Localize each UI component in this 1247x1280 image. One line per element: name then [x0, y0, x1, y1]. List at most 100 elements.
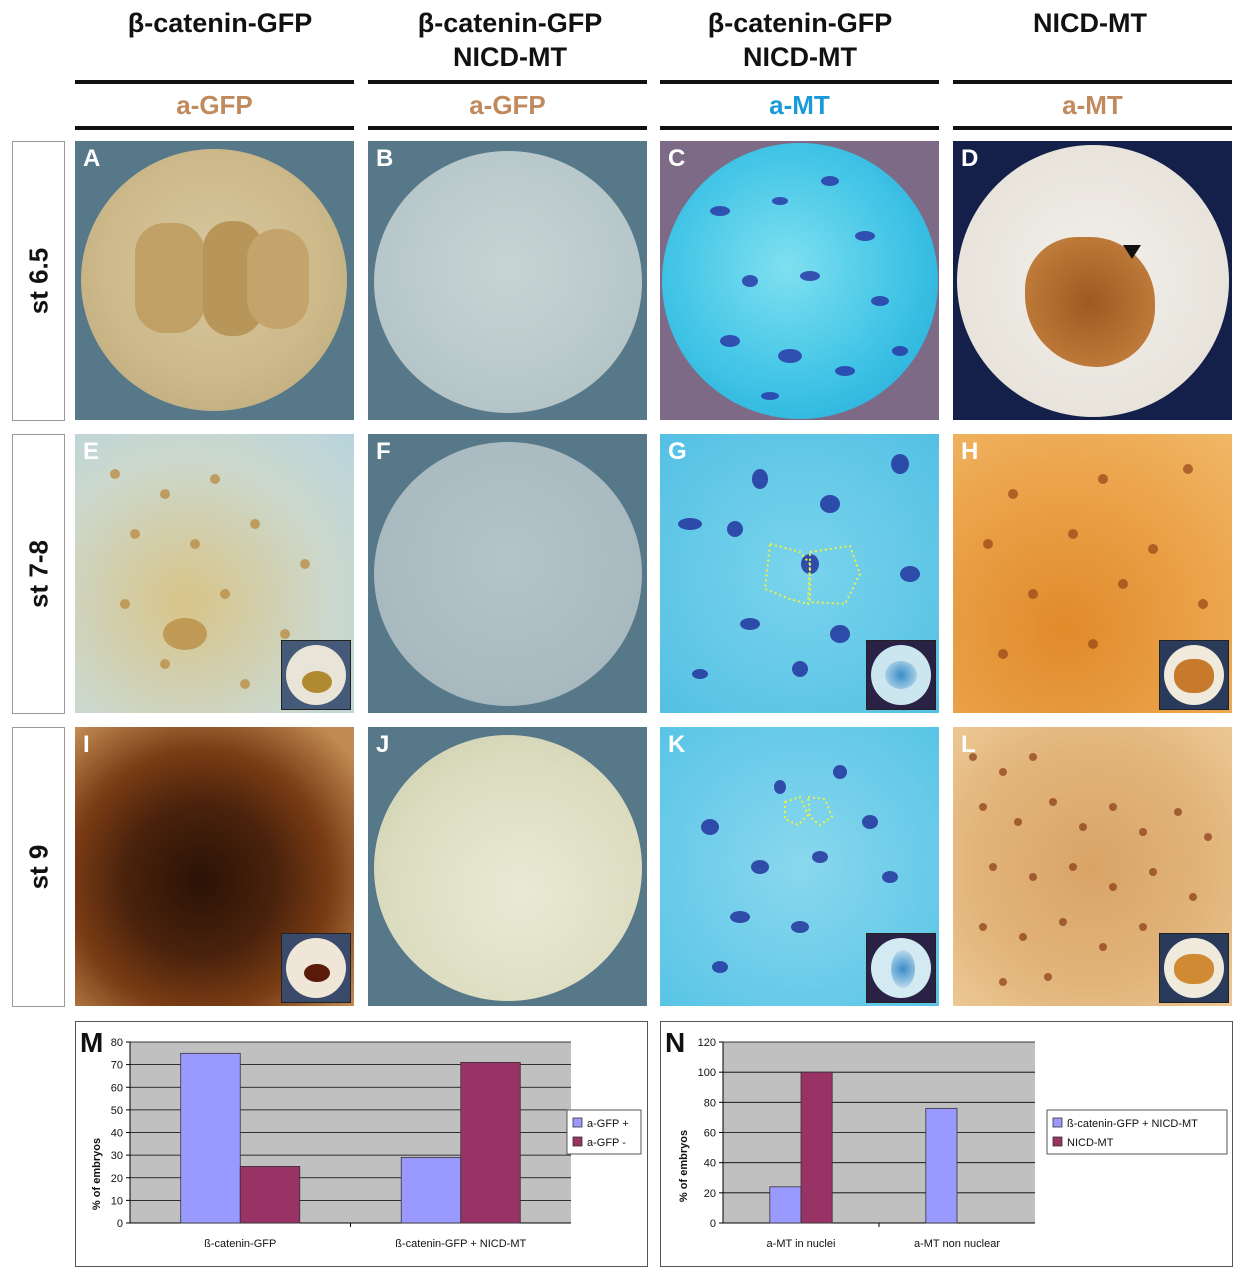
stain-pattern	[701, 765, 898, 973]
y-tick-label: 20	[111, 1173, 123, 1185]
header-rule-top	[368, 80, 647, 84]
panel-label: C	[668, 145, 686, 172]
bar	[800, 1071, 833, 1224]
chart-m-svg: M % of embryos 0 10 20 30 40 50 60 70 80 ß-cateni…	[80, 1027, 642, 1250]
panel-i-image: I	[75, 727, 354, 1006]
column-header-line1: NICD-MT	[1033, 8, 1147, 38]
legend-label: NICD-MT	[1067, 1137, 1114, 1149]
antibody-label: a-GFP	[176, 90, 253, 120]
chart-panel-label: M	[80, 1027, 103, 1058]
column-header-line2: NICD-MT	[743, 42, 857, 72]
panel-label: H	[961, 438, 979, 465]
panel-label: I	[83, 731, 90, 758]
inset-image	[281, 640, 351, 710]
y-tick-label: 100	[698, 1067, 716, 1079]
y-tick-label: 80	[704, 1097, 716, 1109]
column-header-1: β-catenin-GFP	[75, 6, 365, 40]
antibody-label: a-MT	[769, 90, 830, 120]
panel-f-image: F	[368, 434, 647, 713]
chart-panel-label: N	[665, 1027, 685, 1058]
column-header-line1: β-catenin-GFP	[707, 8, 893, 38]
header-rule-top	[660, 80, 939, 84]
legend-swatch	[572, 1117, 583, 1128]
legend-label: a-GFP -	[587, 1137, 626, 1149]
stain-pattern	[710, 176, 908, 400]
y-tick-label: 80	[111, 1037, 123, 1049]
column-header-line1: β-catenin-GFP	[127, 8, 313, 38]
x-tick-label: ß-catenin-GFP + NICD-MT	[395, 1238, 526, 1250]
panel-d-image: D	[953, 141, 1232, 420]
header-rule-bottom	[368, 126, 647, 130]
chart-n: N % of embryos 0 20 40 60 80 100 120 a-MT in nu…	[660, 1021, 1233, 1267]
y-tick-label: 50	[111, 1105, 123, 1117]
bar	[769, 1186, 802, 1224]
y-tick-label: 0	[117, 1218, 123, 1230]
antibody-label: a-MT	[1062, 90, 1123, 120]
column-header-3: β-catenin-GFP NICD-MT	[655, 6, 945, 74]
panel-label: J	[376, 731, 390, 758]
panel-label: E	[83, 438, 100, 465]
legend-label: a-GFP +	[587, 1118, 629, 1130]
header-rule-top	[953, 80, 1232, 84]
row-label-st-6-5: st 6.5	[12, 141, 65, 421]
row-label-st-9: st 9	[12, 727, 65, 1007]
legend-box	[1046, 1109, 1228, 1155]
panel-g-image: G	[660, 434, 939, 713]
panel-label: D	[961, 145, 979, 172]
y-tick-label: 60	[111, 1082, 123, 1094]
y-tick-label: 40	[111, 1128, 123, 1140]
x-tick-label: ß-catenin-GFP	[204, 1238, 276, 1250]
bar	[400, 1156, 462, 1224]
y-tick-label: 10	[111, 1195, 123, 1207]
y-tick-label: 40	[704, 1158, 716, 1170]
antibody-label: a-GFP	[469, 90, 546, 120]
panel-l-image: L	[953, 727, 1232, 1006]
bar	[925, 1107, 958, 1224]
panel-k-image: K	[660, 727, 939, 1006]
chart-n-svg: N % of embryos 0 20 40 60 80 100 120 a-MT in nu…	[665, 1027, 1228, 1250]
column-header-line2: NICD-MT	[453, 42, 567, 72]
column-header-4: NICD-MT	[945, 6, 1235, 40]
panel-label: B	[376, 145, 394, 172]
header-rule-bottom	[953, 126, 1232, 130]
panel-h-image: H	[953, 434, 1232, 713]
row-label-st-7-8: st 7-8	[12, 434, 65, 714]
y-tick-label: 70	[111, 1060, 123, 1072]
panel-label: G	[668, 438, 687, 465]
inset-image	[866, 640, 936, 710]
y-tick-label: 120	[698, 1037, 716, 1049]
panel-j-image: J	[368, 727, 647, 1006]
legend-swatch	[1052, 1117, 1063, 1128]
y-axis-label: % of embryos	[91, 1138, 103, 1210]
chart-m: M % of embryos 0 10 20 30 40 50 60 70 80 ß-cateni…	[75, 1021, 648, 1267]
header-rule-bottom	[75, 126, 354, 130]
panel-e-image: E	[75, 434, 354, 713]
y-tick-label: 20	[704, 1188, 716, 1200]
y-axis-label: % of embryos	[678, 1130, 690, 1202]
panel-label: L	[961, 731, 976, 758]
panel-a-image: A	[75, 141, 354, 420]
column-header-2: β-catenin-GFP NICD-MT	[365, 6, 655, 74]
y-tick-label: 30	[111, 1150, 123, 1162]
panel-label: K	[668, 731, 686, 758]
panel-c-image: C	[660, 141, 939, 420]
header-rule-top	[75, 80, 354, 84]
x-tick-label: a-MT non nuclear	[914, 1238, 1000, 1250]
inset-image	[866, 933, 936, 1003]
x-tick-label: a-MT in nuclei	[767, 1238, 836, 1250]
arrowhead-icon	[1123, 245, 1141, 259]
legend-box	[566, 1109, 642, 1155]
legend-swatch	[1052, 1136, 1063, 1147]
column-header-line1: β-catenin-GFP	[417, 8, 603, 38]
inset-image	[281, 933, 351, 1003]
bar	[180, 1052, 241, 1224]
legend-label: ß-catenin-GFP + NICD-MT	[1067, 1118, 1198, 1130]
legend-swatch	[572, 1136, 583, 1147]
header-rule-bottom	[660, 126, 939, 130]
panel-b-image: B	[368, 141, 647, 420]
bar	[460, 1061, 521, 1224]
stain-pattern	[969, 753, 1212, 986]
panel-label: F	[376, 438, 391, 465]
bar	[239, 1166, 301, 1224]
inset-image	[1159, 640, 1229, 710]
